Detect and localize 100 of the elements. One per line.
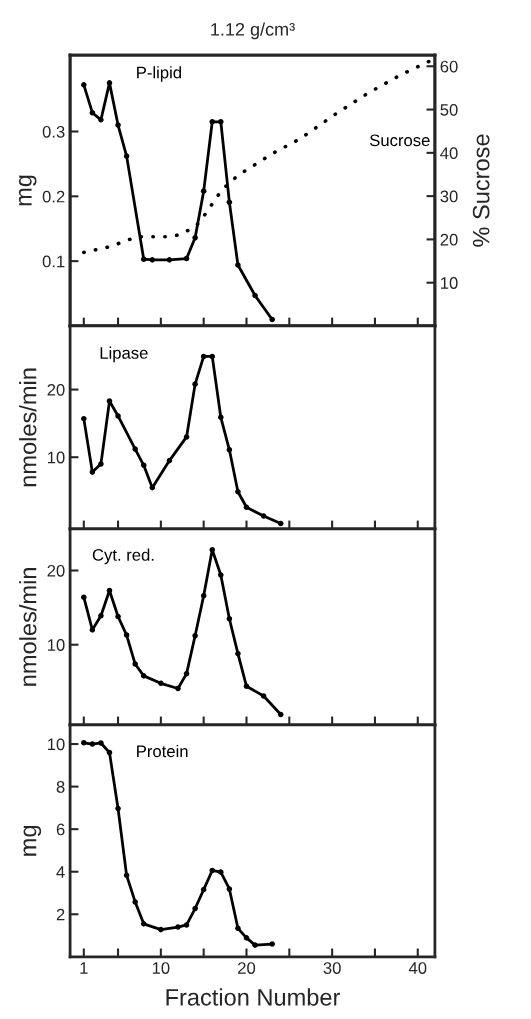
x-tick-label: 10 <box>152 962 170 974</box>
point <box>158 680 164 687</box>
text: Lipase <box>100 346 148 363</box>
point <box>235 262 241 268</box>
point <box>218 869 224 875</box>
x-tick-label: 1 <box>80 962 88 974</box>
y-tick-label: 4 <box>56 866 65 878</box>
point <box>235 650 241 657</box>
point <box>226 886 233 892</box>
y-axis-title: nmoles/min <box>19 368 37 487</box>
point <box>132 661 138 667</box>
y-tick-label: 0.2 <box>42 190 65 203</box>
y-tick-label: 10 <box>47 451 65 464</box>
point <box>269 316 275 323</box>
point <box>226 615 233 622</box>
point <box>252 292 258 299</box>
point <box>89 469 96 475</box>
point <box>166 457 173 464</box>
point <box>89 627 96 633</box>
y2-tick-label: 30 <box>440 190 458 203</box>
point <box>209 353 216 360</box>
x-tick-label: 20 <box>238 962 256 974</box>
point <box>149 257 156 263</box>
y2-tick-label: 50 <box>440 103 458 116</box>
point <box>209 867 216 874</box>
point <box>106 80 113 86</box>
point <box>140 673 147 679</box>
point <box>209 546 216 553</box>
y2-tick-label: 40 <box>440 147 458 160</box>
point <box>98 117 104 123</box>
text: Sucrose <box>369 134 430 147</box>
point <box>140 921 147 927</box>
y-tick-label: 8 <box>56 781 65 793</box>
point <box>166 257 173 263</box>
series-label: P-lipid <box>137 66 181 82</box>
point <box>132 446 138 452</box>
point <box>200 592 207 599</box>
point <box>140 462 147 469</box>
point <box>226 447 233 453</box>
point <box>192 235 198 241</box>
point <box>252 942 258 948</box>
point <box>98 461 104 467</box>
point <box>123 632 130 638</box>
point <box>106 398 113 404</box>
point <box>260 693 267 699</box>
point <box>269 941 275 947</box>
y-tick-label: 20 <box>47 564 65 577</box>
x-tick-label: 30 <box>323 962 341 974</box>
y-tick-label: 6 <box>56 823 65 836</box>
point <box>123 872 130 879</box>
y-axis-title: nmoles/min <box>19 568 37 686</box>
point <box>209 119 216 125</box>
point <box>277 711 284 718</box>
point <box>260 513 267 519</box>
point <box>218 119 224 125</box>
point <box>98 613 104 619</box>
y2-tick-label: 10 <box>441 277 458 289</box>
y-axis-title: mg <box>23 825 42 856</box>
point <box>192 905 198 912</box>
point <box>218 414 224 421</box>
point <box>81 739 87 746</box>
point <box>89 741 96 747</box>
point <box>200 188 207 194</box>
point <box>183 922 190 928</box>
point <box>243 935 250 941</box>
point <box>81 82 87 88</box>
y2-tick-label: 60 <box>440 60 458 73</box>
point <box>277 520 284 527</box>
x-axis-title: Fraction Number <box>166 988 341 1006</box>
point <box>115 413 121 419</box>
point <box>243 504 250 511</box>
point <box>140 256 147 262</box>
x-tick-label: 40 <box>408 962 427 974</box>
point <box>115 613 121 620</box>
y-tick-label: 10 <box>47 639 65 651</box>
y-tick-label: 0.3 <box>42 125 65 138</box>
point <box>81 594 87 600</box>
point <box>235 488 241 495</box>
y-tick-label: 10 <box>47 738 65 751</box>
y-tick-label: 2 <box>56 908 65 921</box>
y-tick-label: 20 <box>47 383 65 396</box>
point <box>175 924 181 930</box>
point <box>183 434 190 440</box>
point <box>192 633 198 639</box>
point <box>226 199 233 205</box>
point <box>200 353 207 360</box>
point <box>235 925 241 932</box>
chart-title: 1.12 g/cm³ <box>211 22 295 40</box>
point <box>192 381 198 387</box>
point <box>200 886 207 893</box>
point <box>158 926 164 933</box>
point <box>89 109 96 116</box>
point <box>132 899 138 905</box>
y2-axis-title: % Sucrose <box>472 134 490 247</box>
point <box>98 740 104 746</box>
point <box>218 572 224 578</box>
y-axis-title: mg <box>18 175 37 206</box>
y-tick-label: 0.1 <box>42 255 65 268</box>
point <box>115 805 121 812</box>
point <box>123 153 130 159</box>
